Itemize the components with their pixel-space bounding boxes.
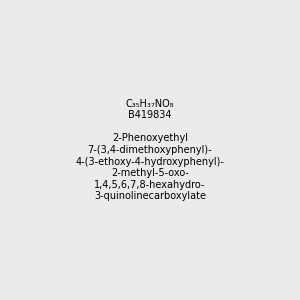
- Text: C₃₅H₃₇NO₈
B419834

2-Phenoxyethyl
7-(3,4-dimethoxyphenyl)-
4-(3-ethoxy-4-hydroxy: C₃₅H₃₇NO₈ B419834 2-Phenoxyethyl 7-(3,4-…: [76, 99, 224, 201]
